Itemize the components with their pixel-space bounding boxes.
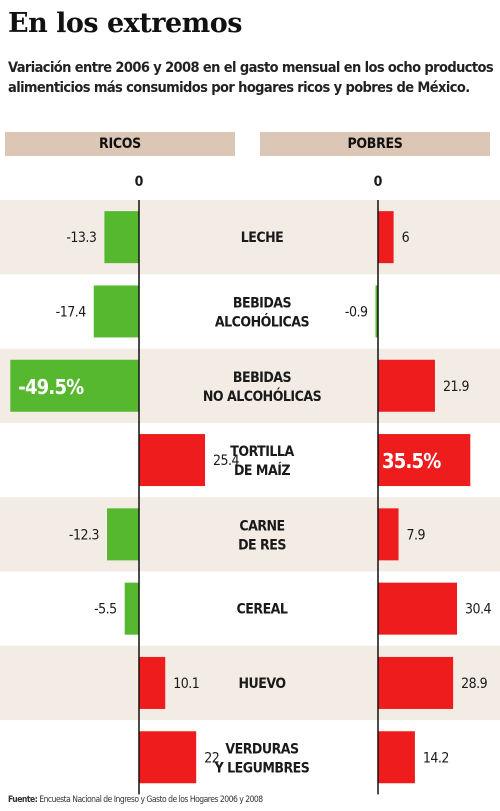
zero-label-pobres: 0 xyxy=(373,174,383,190)
pobres-bar xyxy=(378,731,415,784)
ricos-bar xyxy=(124,582,139,635)
header-pobres: POBRES xyxy=(260,132,490,156)
pobres-bar xyxy=(378,211,394,264)
ricos-value-label: -17.4 xyxy=(56,304,87,320)
header-ricos: RICOS xyxy=(5,132,235,156)
category-label: CARNE xyxy=(239,518,284,534)
category-label: Y LEGUMBRES xyxy=(214,760,310,776)
pobres-value-label: -0.9 xyxy=(345,304,368,320)
pobres-value-label: 6 xyxy=(402,230,410,246)
source-text: Encuesta Nacional de Ingreso y Gasto de … xyxy=(39,795,263,805)
ricos-bar xyxy=(93,285,139,338)
ricos-value-label: -5.5 xyxy=(94,602,117,618)
ricos-value-label: 10.1 xyxy=(173,676,199,692)
pobres-bar xyxy=(378,359,435,412)
pobres-value-label: 14.2 xyxy=(423,750,449,766)
ricos-bar xyxy=(139,731,197,784)
pobres-value-label: 30.4 xyxy=(465,602,492,618)
ricos-bar xyxy=(104,211,139,264)
category-label: DE RES xyxy=(238,537,286,553)
ricos-bar xyxy=(139,434,206,487)
pobres-value-label: 35.5% xyxy=(382,449,441,473)
pobres-bar xyxy=(378,434,471,487)
category-label: NO ALCOHÓLICAS xyxy=(203,387,322,405)
ricos-value-label: -12.3 xyxy=(69,527,99,543)
source-label: Fuente: xyxy=(8,795,38,805)
category-label: HUEVO xyxy=(238,676,286,692)
ricos-value-label: -49.5% xyxy=(18,375,84,399)
category-label: VERDURAS xyxy=(225,741,299,757)
category-label: BEBIDAS xyxy=(233,370,292,386)
pobres-value-label: 7.9 xyxy=(407,527,426,543)
pobres-bar xyxy=(378,508,399,561)
ricos-value-label: -13.3 xyxy=(66,230,96,246)
pobres-value-label: 21.9 xyxy=(443,379,470,395)
chart-subtitle: Variación entre 2006 y 2008 en el gasto … xyxy=(8,60,494,96)
ricos-value-label: 25.4 xyxy=(213,453,240,469)
ricos-value-label: 22 xyxy=(204,750,219,766)
ricos-bar xyxy=(10,359,139,412)
category-label: TORTILLA xyxy=(230,444,294,460)
ricos-bar xyxy=(139,656,166,709)
category-label: DE MAÍZ xyxy=(234,462,290,479)
category-label: BEBIDAS xyxy=(233,295,292,311)
category-label: ALCOHÓLICAS xyxy=(215,312,310,330)
row-band xyxy=(0,200,500,275)
pobres-bar xyxy=(378,656,454,709)
category-label: CEREAL xyxy=(237,602,288,618)
chart-title: En los extremos xyxy=(8,8,242,39)
pobres-bar xyxy=(378,582,458,635)
ricos-bar xyxy=(107,508,139,561)
row-band xyxy=(0,497,500,572)
category-label: LECHE xyxy=(241,230,284,246)
pobres-value-label: 28.9 xyxy=(461,676,488,692)
zero-label-ricos: 0 xyxy=(134,174,144,190)
source-note: Fuente: Encuesta Nacional de Ingreso y G… xyxy=(8,795,263,805)
pobres-bar xyxy=(375,285,378,338)
